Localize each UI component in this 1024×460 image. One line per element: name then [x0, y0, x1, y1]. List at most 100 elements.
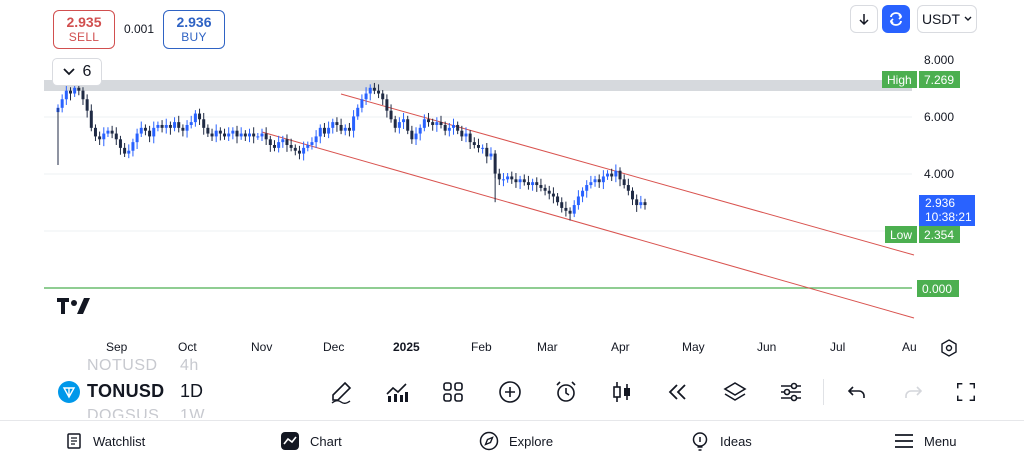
candle-body	[397, 122, 401, 128]
candle-body	[227, 133, 231, 137]
undo-button[interactable]	[842, 377, 872, 407]
candle-body	[510, 176, 514, 180]
candle-body	[135, 133, 139, 143]
toolbar-divider	[823, 379, 824, 405]
add-button[interactable]	[495, 377, 525, 407]
fullscreen-button[interactable]	[955, 377, 977, 407]
currency-select[interactable]: USDT	[917, 5, 977, 33]
candle-body	[447, 127, 451, 131]
candle-body	[372, 87, 376, 91]
candle-body	[535, 182, 539, 186]
candle-body	[118, 139, 122, 148]
nav-label: Chart	[310, 433, 342, 449]
price-chart[interactable]	[0, 0, 1024, 360]
candle-body	[481, 147, 485, 149]
high-band	[44, 80, 912, 91]
candles-icon	[613, 382, 630, 402]
candle-body	[343, 127, 347, 131]
candle-body	[164, 124, 168, 128]
chart-settings-button[interactable]	[934, 333, 964, 363]
hamburger-icon	[895, 434, 913, 448]
candle-body	[239, 133, 243, 137]
sell-label: SELL	[68, 30, 100, 44]
indicators-button[interactable]	[382, 377, 412, 407]
candle-body	[377, 90, 381, 94]
interval-next[interactable]: 1W	[180, 407, 205, 418]
indicators-icon	[386, 383, 408, 402]
sell-button[interactable]: 2.935 SELL	[53, 10, 115, 49]
time-tick: Nov	[251, 340, 273, 354]
settings-sliders-button[interactable]	[776, 377, 806, 407]
nav-label: Watchlist	[93, 433, 146, 449]
redo-icon	[905, 386, 923, 398]
candle-body	[456, 124, 460, 131]
nav-menu[interactable]: Menu	[894, 429, 957, 453]
buy-price: 2.936	[176, 14, 212, 30]
candle-body	[526, 182, 530, 186]
replay-button[interactable]	[663, 377, 693, 407]
high-label: High	[882, 71, 917, 88]
candle-body	[547, 190, 551, 194]
fullscreen-icon	[957, 383, 975, 401]
candle-body	[85, 99, 89, 111]
nav-ideas[interactable]: Ideas	[690, 429, 752, 453]
candle-body	[464, 133, 468, 137]
nav-watchlist[interactable]: Watchlist	[65, 429, 145, 453]
redo-button[interactable]	[898, 377, 928, 407]
candle-body	[223, 133, 227, 137]
download-button[interactable]	[850, 5, 878, 33]
candle-body	[160, 124, 164, 128]
candle-body	[285, 139, 289, 145]
candle-body	[614, 170, 618, 177]
candle-body	[364, 93, 368, 100]
candle-body	[264, 133, 268, 140]
nav-explore[interactable]: Explore	[479, 429, 553, 453]
time-tick: Mar	[537, 340, 558, 354]
alert-button[interactable]	[551, 377, 581, 407]
candle-body	[127, 150, 131, 154]
candle-body	[106, 130, 110, 134]
candle-body	[568, 210, 572, 214]
candle-body	[531, 182, 535, 186]
layouts-button[interactable]	[438, 377, 468, 407]
candle-body	[393, 119, 397, 128]
sync-button[interactable]	[882, 5, 910, 33]
draw-tool-button[interactable]	[326, 377, 356, 407]
interval-prev[interactable]: 4h	[180, 357, 199, 374]
candle-body	[243, 133, 247, 137]
candle-body	[622, 179, 626, 186]
bottom-nav: Watchlist Chart Explore Ideas Menu	[0, 420, 1024, 460]
price-tick: 8.000	[924, 53, 955, 67]
time-tick: Jul	[830, 340, 846, 354]
interval-current[interactable]: 1D	[180, 381, 204, 401]
candle-body	[626, 185, 630, 191]
symbol-prev[interactable]: NOTUSD	[87, 357, 158, 374]
indicators-toggle[interactable]: 6	[52, 58, 102, 86]
candle-body	[610, 173, 614, 177]
candle-body	[202, 119, 206, 128]
candle-body	[297, 150, 301, 154]
sync-icon	[889, 12, 903, 26]
candle-body	[98, 136, 102, 140]
candle-body	[214, 130, 218, 137]
candle-body	[331, 122, 335, 128]
symbol-current[interactable]: TONUSD	[87, 381, 165, 401]
candle-body	[368, 87, 372, 94]
symbol-next[interactable]: DOGSUS	[87, 407, 160, 418]
candle-body	[68, 90, 72, 94]
nav-chart[interactable]: Chart	[280, 429, 342, 453]
candle-body	[589, 182, 593, 186]
chart-type-button[interactable]	[607, 377, 637, 407]
objects-tree-button[interactable]	[720, 377, 750, 407]
candle-body	[639, 202, 643, 206]
candle-body	[522, 179, 526, 183]
candle-body	[198, 113, 202, 120]
candle-body	[427, 119, 431, 123]
time-tick: Feb	[471, 340, 492, 354]
candle-body	[89, 110, 93, 128]
candle-body	[210, 133, 214, 137]
buy-button[interactable]: 2.936 BUY	[163, 10, 225, 49]
candle-body	[110, 130, 114, 134]
settings-icon	[941, 339, 957, 357]
lightbulb-icon	[692, 432, 708, 451]
